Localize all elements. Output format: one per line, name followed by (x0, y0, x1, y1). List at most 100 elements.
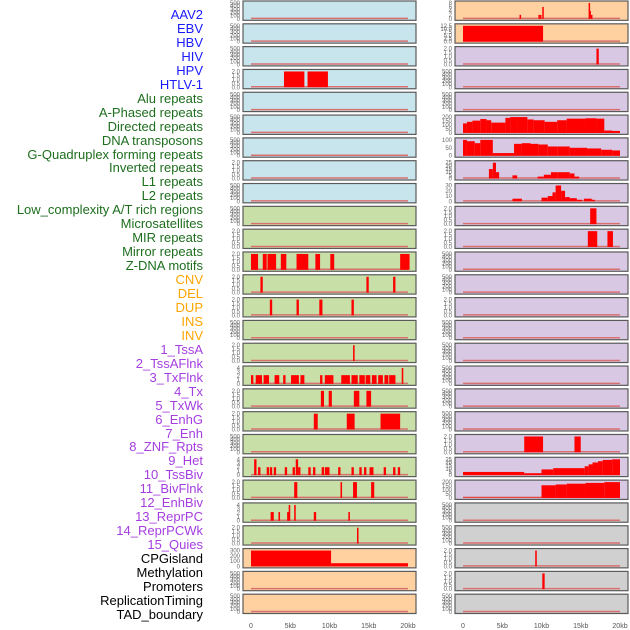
track-panel (454, 593, 629, 615)
track-label: 2_TssAFlnk (135, 355, 203, 371)
data-bar (295, 459, 299, 476)
y-tick-label: 10.0 (440, 27, 452, 33)
y-tick-label: 300 (230, 53, 241, 59)
y-tick-label: 200 (442, 115, 453, 121)
data-bar (340, 482, 343, 498)
y-tick-label: 400 (230, 27, 241, 33)
data-bar (338, 467, 341, 476)
y-tick-label: 25 (445, 457, 452, 463)
data-bar (557, 146, 570, 156)
y-tick-label: 300 (442, 372, 453, 378)
track-label: 1_TssA (160, 341, 203, 357)
y-tick-label: 0 (237, 40, 241, 46)
data-bar (353, 482, 357, 498)
data-bar (393, 276, 396, 293)
data-bar (547, 146, 558, 156)
y-tick-label: 1.5 (232, 279, 241, 285)
data-bar (574, 176, 580, 179)
y-tick-label: 300 (230, 213, 241, 219)
y-tick-label: 0 (449, 108, 453, 114)
track-panel (454, 365, 629, 386)
y-tick-label: 50 (445, 492, 452, 498)
data-bar (566, 118, 586, 133)
y-tick-label: 500 (442, 594, 453, 600)
data-bar (291, 375, 299, 384)
y-tick-label: 0.0 (444, 450, 453, 456)
data-bar (512, 198, 522, 202)
data-bar (574, 436, 581, 453)
data-bar (547, 196, 553, 202)
data-bar (553, 468, 585, 476)
data-bar (612, 150, 620, 156)
data-bar (521, 143, 531, 156)
y-tick-label: 400 (230, 597, 241, 603)
track-label: G-Quadruplex forming repeats (27, 146, 203, 162)
y-tick-label: 50 (445, 127, 452, 133)
y-tick-label: 0 (449, 610, 453, 616)
y-tick-label: 2.0 (232, 298, 241, 304)
y-tick-label: 2 (237, 511, 241, 517)
track-label: 6_EnhG (155, 411, 203, 427)
track-label: 7_Enh (165, 425, 203, 441)
x-tick-label: 10kb (534, 623, 549, 630)
track-label: 14_ReprPCWk (116, 523, 203, 539)
track-label: Methylation (136, 565, 203, 580)
y-tick-label: 1.0 (232, 420, 241, 426)
data-bar (260, 276, 263, 293)
track-label: DEL (177, 286, 203, 301)
y-tick-label: 100 (442, 379, 453, 385)
y-tick-label: 100 (230, 584, 241, 590)
track-panel (242, 433, 417, 455)
y-tick-label: 400 (230, 118, 241, 124)
y-tick-label: 300 (230, 30, 241, 36)
track-panel (454, 0, 629, 21)
track-label: 3_TxFlnk (149, 369, 203, 385)
y-tick-label: 200 (442, 480, 453, 486)
y-tick-label: 0.5 (444, 241, 453, 247)
y-tick-label: 1.0 (444, 214, 453, 220)
y-tick-label: 500 (442, 69, 453, 75)
y-tick-label: 500 (442, 275, 453, 281)
data-bar (557, 120, 567, 133)
y-tick-label: 15 (445, 167, 452, 173)
x-tick-label: 15kb (361, 623, 376, 630)
y-tick-label: 100 (230, 196, 241, 202)
data-bar (383, 467, 387, 476)
data-bar (583, 198, 592, 202)
y-tick-label: 0 (237, 473, 241, 479)
data-bar (331, 375, 334, 384)
y-tick-label: 1.5 (444, 210, 453, 216)
y-tick-label: 0 (237, 336, 241, 342)
y-tick-label: 500 (230, 434, 241, 440)
data-bar (315, 253, 321, 270)
y-tick-label: 0 (237, 154, 241, 160)
data-bar (587, 148, 602, 156)
data-bar (495, 172, 500, 179)
y-tick-label: 300 (442, 76, 453, 82)
track-label: EBV (176, 20, 203, 36)
y-tick-label: 2.0 (232, 412, 241, 418)
y-tick-label: 0.5 (444, 560, 453, 566)
y-tick-label: 2.0 (232, 343, 241, 349)
data-bar (270, 512, 274, 521)
data-bar (393, 467, 396, 476)
data-bar (480, 139, 493, 156)
y-tick-label: 200 (230, 147, 241, 153)
y-tick-label: 0.0 (232, 268, 241, 274)
y-tick-label: 500 (442, 389, 453, 395)
track-panel (454, 274, 629, 295)
y-tick-label: 0.0 (232, 291, 241, 297)
y-tick-label: 1.0 (232, 306, 241, 312)
y-tick-label: 400 (230, 95, 241, 101)
data-bar (463, 123, 467, 133)
data-bar (585, 482, 605, 498)
track-panel (454, 68, 629, 90)
y-tick-label: 500 (442, 92, 453, 98)
y-tick-label: 0 (449, 131, 453, 137)
data-bar (533, 120, 545, 133)
data-bar (365, 375, 371, 384)
y-tick-label: 1.5 (232, 416, 241, 422)
y-tick-label: 500 (230, 320, 241, 326)
y-tick-label: 1.5 (232, 73, 241, 79)
track-label: 4_Tx (174, 383, 203, 399)
